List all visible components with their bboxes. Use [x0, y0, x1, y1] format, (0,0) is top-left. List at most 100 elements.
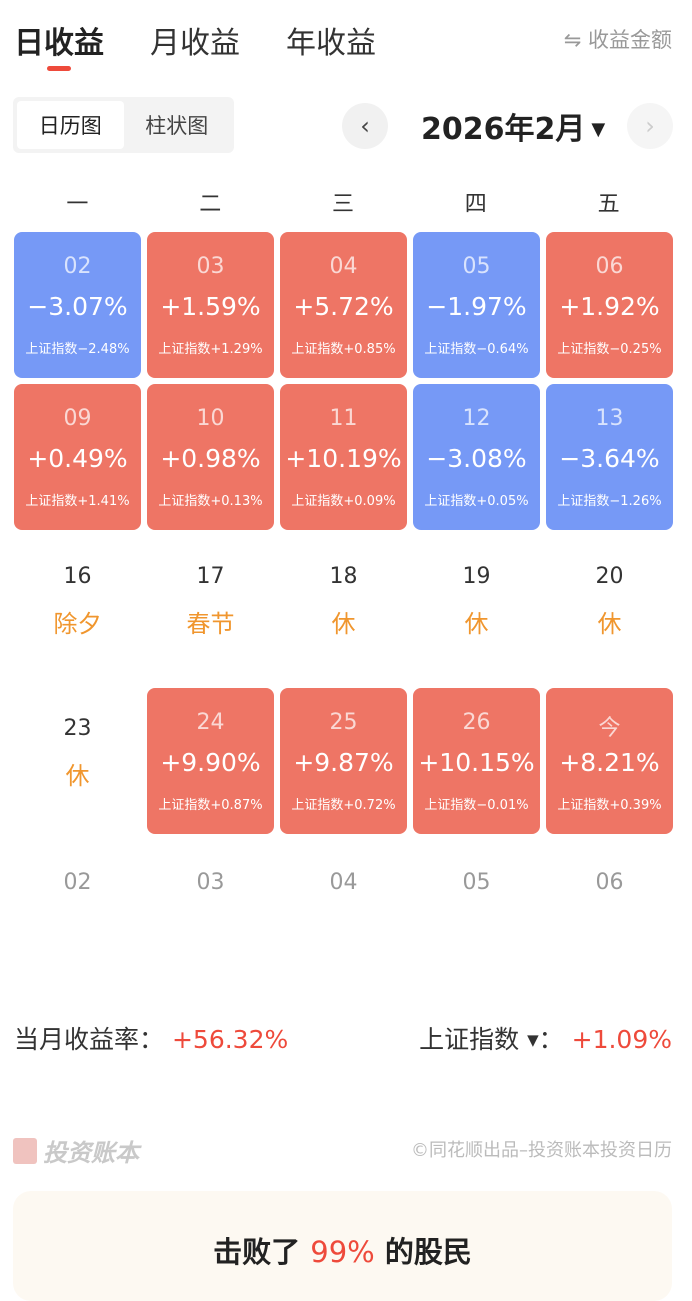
- day-cell[interactable]: 11 +10.19% 上证指数+0.09%: [280, 384, 407, 530]
- day-cell[interactable]: 12 −3.08% 上证指数+0.05%: [413, 384, 540, 530]
- index-selector[interactable]: 上证指数 ▼: [419, 1025, 539, 1054]
- tab-yearly[interactable]: 年收益: [286, 26, 376, 61]
- index-return: 上证指数−0.01%: [424, 798, 529, 813]
- weekday: 一: [66, 192, 89, 217]
- day-cell[interactable]: 24 +9.90% 上证指数+0.87%: [147, 688, 274, 834]
- weekday: 五: [597, 192, 620, 217]
- day-number: 12: [462, 406, 491, 431]
- day-return: +0.49%: [27, 444, 128, 473]
- day-number: 16: [63, 564, 92, 589]
- day-number: 24: [196, 710, 225, 735]
- day-number: 19: [462, 564, 491, 589]
- weekday: 四: [464, 192, 487, 217]
- month-selector[interactable]: 2026年2月 ▼: [421, 104, 605, 148]
- index-return: 上证指数+1.41%: [25, 494, 130, 509]
- beat-pre: 击败了: [213, 1235, 301, 1269]
- day-cell: 19 休: [413, 536, 540, 682]
- calendar-grid: 02 −3.07% 上证指数−2.48% 03 +1.59% 上证指数+1.29% 04 +5…: [14, 232, 673, 986]
- beat-post: 的股民: [384, 1235, 472, 1269]
- colon: ：: [538, 1025, 564, 1054]
- day-cell: 04: [280, 840, 407, 986]
- day-cell[interactable]: 25 +9.87% 上证指数+0.72%: [280, 688, 407, 834]
- month-return-value: +56.32%: [171, 1025, 289, 1054]
- day-cell[interactable]: 26 +10.15% 上证指数−0.01%: [413, 688, 540, 834]
- tab-monthly[interactable]: 月收益: [150, 26, 240, 61]
- day-number: 17: [196, 564, 225, 589]
- day-cell[interactable]: 10 +0.98% 上证指数+0.13%: [147, 384, 274, 530]
- day-number: 03: [196, 870, 225, 895]
- day-cell[interactable]: 13 −3.64% 上证指数−1.26%: [546, 384, 673, 530]
- day-number: 今: [598, 716, 621, 741]
- day-cell: 16 除夕: [14, 536, 141, 682]
- index-return: 上证指数+0.72%: [291, 798, 396, 813]
- index-return: 上证指数+1.29%: [158, 342, 263, 357]
- month-summary: 当月收益率： +56.32% 上证指数 ▼： +1.09%: [14, 1020, 672, 1056]
- day-cell: 06: [546, 840, 673, 986]
- view-bar[interactable]: 柱状图: [145, 114, 209, 138]
- view-mode-switch: 日历图 柱状图: [13, 97, 234, 153]
- day-number: 05: [462, 870, 491, 895]
- day-number: 18: [329, 564, 358, 589]
- day-cell[interactable]: 09 +0.49% 上证指数+1.41%: [14, 384, 141, 530]
- beat-percent: 99%: [310, 1235, 375, 1269]
- caret-down-icon: ▼: [591, 119, 606, 140]
- day-number: 06: [595, 254, 624, 279]
- beat-banner: 击败了 99% 的股民: [13, 1191, 672, 1301]
- day-cell: 18 休: [280, 536, 407, 682]
- day-cell[interactable]: 03 +1.59% 上证指数+1.29%: [147, 232, 274, 378]
- day-return: +9.87%: [293, 748, 394, 777]
- day-return: +9.90%: [160, 748, 261, 777]
- day-return: −3.08%: [426, 444, 527, 473]
- day-number: 02: [63, 254, 92, 279]
- caret-down-icon: ▼: [527, 1031, 539, 1049]
- day-return: +1.92%: [559, 292, 660, 321]
- logo: 投资账本: [13, 1133, 139, 1168]
- day-cell[interactable]: 今 +8.21% 上证指数+0.39%: [546, 688, 673, 834]
- holiday-label: 休: [597, 610, 622, 638]
- weekday-header: 一 二 三 四 五: [14, 186, 672, 218]
- day-return: +0.98%: [160, 444, 261, 473]
- index-return: 上证指数+0.05%: [424, 494, 529, 509]
- logo-text: 投资账本: [43, 1139, 139, 1167]
- day-return: +10.15%: [418, 748, 535, 777]
- weekday: 三: [331, 192, 354, 217]
- day-cell: 02: [14, 840, 141, 986]
- holiday-label: 休: [464, 610, 489, 638]
- holiday-label: 春节: [186, 610, 235, 638]
- day-return: −3.64%: [559, 444, 660, 473]
- day-return: +1.59%: [160, 292, 261, 321]
- toggle-amount-button[interactable]: ⇋ 收益金额: [563, 28, 672, 52]
- day-cell[interactable]: 04 +5.72% 上证指数+0.85%: [280, 232, 407, 378]
- day-number: 02: [63, 870, 92, 895]
- month-return-label: 当月收益率：: [14, 1025, 165, 1054]
- logo-icon: [13, 1137, 37, 1164]
- index-return: 上证指数+0.09%: [291, 494, 396, 509]
- day-number: 03: [196, 254, 225, 279]
- day-cell: 05: [413, 840, 540, 986]
- index-return: 上证指数+0.39%: [557, 798, 662, 813]
- day-number: 26: [462, 710, 491, 735]
- weekday: 二: [199, 192, 222, 217]
- day-number: 09: [63, 406, 92, 431]
- view-calendar[interactable]: 日历图: [17, 101, 124, 149]
- holiday-label: 休: [65, 762, 90, 790]
- index-return: 上证指数−1.26%: [557, 494, 662, 509]
- day-number: 06: [595, 870, 624, 895]
- day-number: 13: [595, 406, 624, 431]
- day-number: 20: [595, 564, 624, 589]
- day-cell[interactable]: 02 −3.07% 上证指数−2.48%: [14, 232, 141, 378]
- next-month-button[interactable]: ›: [627, 103, 673, 149]
- day-number: 04: [329, 870, 358, 895]
- day-number: 04: [329, 254, 358, 279]
- copyright: ©同花顺出品–投资账本投资日历: [411, 1140, 672, 1161]
- index-return: 上证指数+0.85%: [291, 342, 396, 357]
- day-number: 23: [63, 716, 92, 741]
- day-number: 25: [329, 710, 358, 735]
- day-return: +10.19%: [285, 444, 402, 473]
- prev-month-button[interactable]: ‹: [342, 103, 388, 149]
- day-cell[interactable]: 06 +1.92% 上证指数−0.25%: [546, 232, 673, 378]
- index-return: 上证指数+0.87%: [158, 798, 263, 813]
- tab-daily[interactable]: 日收益: [14, 18, 104, 62]
- holiday-label: 除夕: [53, 610, 102, 638]
- day-cell[interactable]: 05 −1.97% 上证指数−0.64%: [413, 232, 540, 378]
